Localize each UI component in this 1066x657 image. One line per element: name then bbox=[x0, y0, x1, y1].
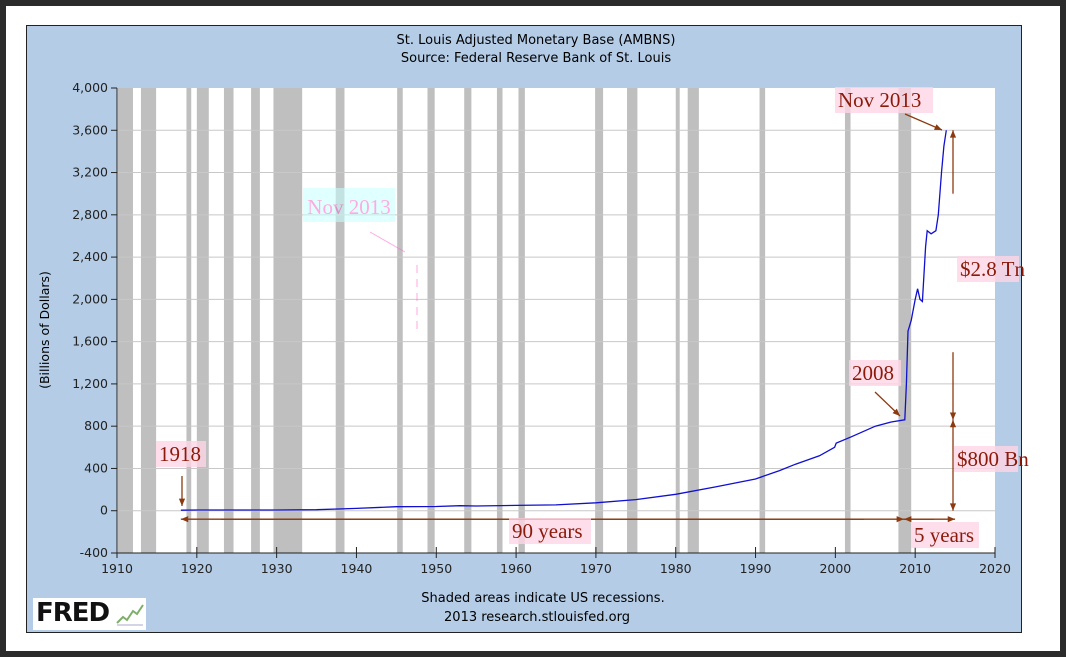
recession-band bbox=[251, 88, 260, 553]
increase-arrow-up-head bbox=[949, 130, 957, 138]
crisis-arrow-head bbox=[892, 408, 900, 416]
y-tick-label: 1,200 bbox=[72, 376, 108, 391]
x-tick-label: 1920 bbox=[181, 561, 213, 576]
recession-band bbox=[223, 88, 234, 553]
ghost-annotation: Nov 2013 bbox=[303, 188, 418, 335]
x-tick-label: 1910 bbox=[101, 561, 133, 576]
start-label-bg bbox=[156, 441, 206, 467]
recession-band bbox=[117, 88, 133, 553]
recession-band bbox=[675, 88, 680, 553]
fred-logo-text: FRED bbox=[36, 598, 110, 628]
recent-span-label: 5 years bbox=[914, 523, 974, 547]
y-tick-label: 800 bbox=[84, 418, 108, 433]
recession-band bbox=[186, 88, 192, 553]
y-tick-label: 1,600 bbox=[72, 334, 108, 349]
x-tick-label: 2010 bbox=[899, 561, 931, 576]
x-tick-label: 1980 bbox=[660, 561, 692, 576]
crisis-label-bg bbox=[849, 360, 901, 386]
series-line bbox=[180, 130, 947, 511]
pre-crisis-label: $800 Bn bbox=[957, 447, 1029, 471]
x-tick-label: 1960 bbox=[500, 561, 532, 576]
recession-band bbox=[335, 88, 345, 553]
x-tick-label: 2020 bbox=[979, 561, 1011, 576]
plot-area bbox=[117, 88, 995, 553]
start-label: 1918 bbox=[159, 442, 201, 466]
y-tick-label: 2,000 bbox=[72, 291, 108, 306]
recession-band bbox=[140, 88, 157, 553]
increase-arrow-down-head bbox=[949, 412, 957, 420]
pre-crisis-arrow-down-head bbox=[949, 503, 957, 511]
recession-band bbox=[595, 88, 604, 553]
y-tick-label: 2,800 bbox=[72, 207, 108, 222]
x-tick-label: 1990 bbox=[740, 561, 772, 576]
credit: 2013 research.stlouisfed.org bbox=[444, 610, 630, 625]
recent-span-label-bg bbox=[911, 522, 979, 548]
end-arrow-head bbox=[934, 124, 942, 130]
y-axis-label: (Billions of Dollars) bbox=[37, 271, 52, 389]
pre-crisis-arrow-up-head bbox=[949, 419, 957, 428]
chart-title: St. Louis Adjusted Monetary Base (AMBNS) bbox=[397, 33, 676, 48]
pre-crisis-label-bg bbox=[954, 446, 1018, 472]
y-tick-label: 0 bbox=[100, 503, 108, 518]
recession-band bbox=[196, 88, 209, 553]
x-tick-label: 2000 bbox=[819, 561, 851, 576]
end-label-bg bbox=[835, 87, 933, 113]
recession-band bbox=[397, 88, 403, 553]
ghost-label: Nov 2013 bbox=[307, 195, 390, 219]
recession-band bbox=[687, 88, 699, 553]
y-tick-label: 3,600 bbox=[72, 122, 108, 137]
span-arrow-right-head bbox=[896, 516, 905, 523]
x-tick-label: 1970 bbox=[580, 561, 612, 576]
y-tick-label: 4,000 bbox=[72, 80, 108, 95]
footnote: Shaded areas indicate US recessions. bbox=[421, 591, 664, 606]
span-label: 90 years bbox=[512, 519, 583, 543]
recession-band bbox=[898, 88, 912, 553]
span-arrow-left-head bbox=[180, 516, 189, 523]
recession-band bbox=[496, 88, 503, 553]
recession-band bbox=[627, 88, 638, 553]
span-label-bg bbox=[509, 518, 591, 544]
increase-label-bg bbox=[957, 256, 1019, 282]
recession-band bbox=[464, 88, 472, 553]
y-tick-label: 400 bbox=[84, 460, 108, 475]
end-label: Nov 2013 bbox=[838, 88, 921, 112]
recession-band bbox=[759, 88, 766, 553]
fred-logo: FRED bbox=[33, 598, 146, 630]
x-tick-label: 1950 bbox=[420, 561, 452, 576]
x-tick-label: 1930 bbox=[261, 561, 293, 576]
x-tick-label: 1940 bbox=[341, 561, 373, 576]
recession-band bbox=[273, 88, 303, 553]
recession-band bbox=[844, 88, 851, 553]
y-tick-label: -400 bbox=[80, 545, 108, 560]
increase-label: $2.8 Tn bbox=[960, 257, 1025, 281]
recent-arrow-right-head bbox=[947, 516, 956, 523]
start-arrow-head bbox=[178, 498, 186, 506]
recession-band bbox=[518, 88, 525, 553]
recession-band bbox=[427, 88, 435, 553]
y-tick-label: 3,200 bbox=[72, 165, 108, 180]
crisis-label: 2008 bbox=[852, 361, 894, 385]
chart-trend-icon bbox=[116, 604, 144, 626]
chart-subtitle: Source: Federal Reserve Bank of St. Loui… bbox=[401, 51, 671, 66]
y-tick-label: 2,400 bbox=[72, 249, 108, 264]
